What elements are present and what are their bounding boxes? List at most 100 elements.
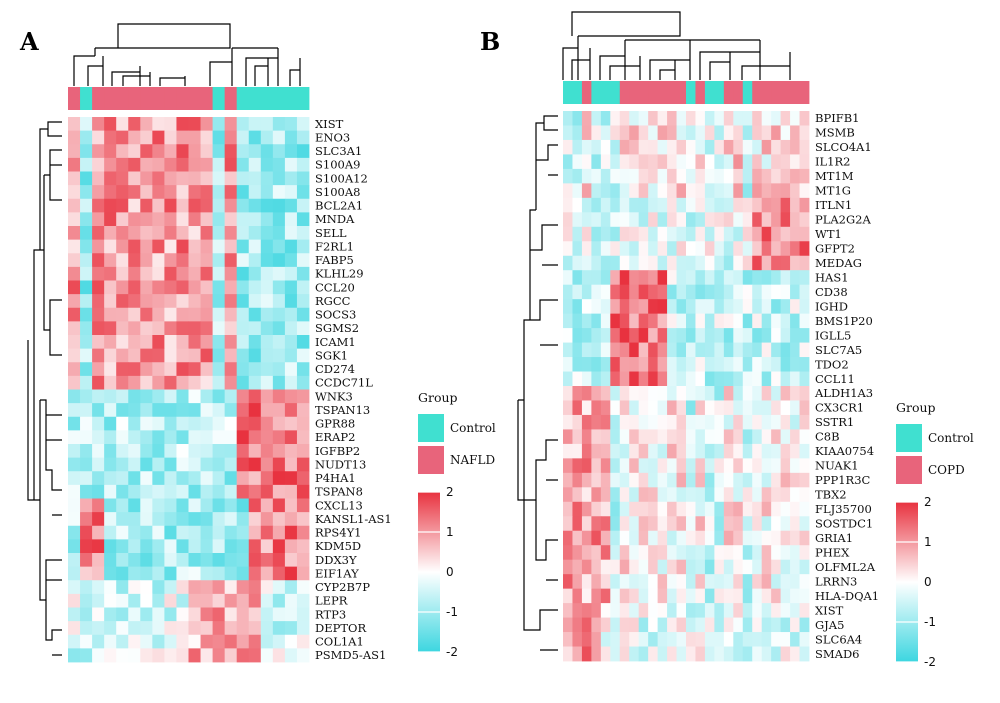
heatmap-cell — [591, 212, 602, 228]
heatmap-cell — [686, 241, 696, 257]
heatmap-cell — [648, 226, 659, 242]
heatmap-cell — [188, 294, 201, 309]
heatmap-cell — [284, 416, 298, 431]
heatmap-cell — [92, 198, 105, 213]
row-label: ICAM1 — [315, 335, 356, 349]
row-label: KDM5D — [315, 539, 361, 553]
heatmap-cell — [610, 313, 621, 329]
heatmap-cell — [581, 168, 592, 184]
heatmap-cell — [761, 154, 772, 170]
heatmap-cell — [742, 241, 753, 257]
heatmap-cell — [733, 574, 744, 590]
heatmap-cell — [236, 348, 250, 363]
heatmap-cell — [284, 444, 298, 459]
heatmap-cell — [80, 403, 93, 418]
heatmap-cell — [140, 553, 153, 568]
heatmap-cell — [176, 130, 189, 145]
heatmap-cell — [761, 458, 772, 474]
heatmap-cell — [224, 212, 238, 227]
heatmap-cell — [676, 516, 687, 532]
heatmap-cell — [140, 335, 153, 350]
heatmap-cell — [212, 198, 226, 213]
heatmap-cell — [771, 443, 782, 459]
heatmap-cell — [695, 603, 706, 618]
heatmap-cell — [742, 284, 753, 300]
heatmap-cell — [284, 634, 298, 649]
heatmap-cell — [695, 111, 706, 126]
heatmap-cell — [629, 516, 640, 532]
heatmap-cell — [260, 621, 274, 636]
heatmap-cell — [771, 472, 782, 488]
heatmap-cell — [752, 139, 763, 155]
heatmap-cell — [572, 414, 583, 430]
heatmap-cell — [164, 484, 177, 499]
heatmap-cell — [128, 130, 141, 145]
heatmap-cell — [284, 171, 298, 186]
heatmap-cell — [176, 498, 189, 513]
legend-label: COPD — [928, 463, 965, 477]
heatmap-cell — [752, 313, 763, 329]
heatmap-cell — [761, 400, 772, 416]
heatmap-cell — [188, 553, 201, 568]
heatmap-cell — [742, 299, 753, 315]
heatmap-cell — [80, 416, 93, 431]
heatmap-cell — [761, 299, 772, 315]
heatmap-cell — [648, 125, 659, 141]
row-label: DDX3Y — [315, 553, 357, 567]
heatmap-cell — [563, 501, 573, 517]
row-label: SLCO4A1 — [815, 140, 872, 154]
heatmap-cell — [799, 414, 810, 430]
heatmap-cell — [686, 574, 696, 590]
heatmap-cell — [619, 197, 630, 213]
heatmap-cell — [704, 400, 715, 416]
color-scale-tick-label: -2 — [446, 645, 458, 659]
heatmap-cell — [771, 342, 782, 358]
heatmap-cell — [296, 348, 310, 363]
heatmap-cell — [771, 646, 782, 662]
heatmap-cell — [164, 566, 177, 581]
heatmap-cell — [68, 484, 81, 499]
heatmap-cell — [140, 157, 153, 172]
heatmap-cell — [780, 458, 791, 474]
heatmap-cell — [104, 457, 117, 472]
heatmap-cell — [200, 593, 213, 608]
heatmap-cell — [260, 212, 274, 227]
heatmap-cell — [771, 386, 782, 401]
heatmap-cell — [563, 154, 573, 170]
heatmap-cell — [686, 458, 696, 474]
heatmap-cell — [610, 530, 621, 546]
heatmap-cell — [212, 280, 226, 295]
heatmap-cell — [224, 471, 238, 486]
heatmap-cell — [236, 621, 250, 636]
group-annotation-cell — [704, 81, 715, 104]
heatmap-cell — [104, 335, 117, 350]
heatmap-cell — [790, 458, 800, 474]
heatmap-cell — [591, 111, 602, 126]
heatmap-cell — [742, 443, 753, 459]
heatmap-cell — [742, 545, 753, 561]
heatmap-cell — [648, 400, 659, 416]
heatmap-cell — [657, 574, 668, 590]
heatmap-cell — [723, 270, 734, 286]
heatmap-cell — [272, 416, 286, 431]
heatmap-cell — [260, 294, 274, 309]
heatmap-cell — [790, 197, 800, 213]
row-label: MNDA — [315, 212, 355, 226]
heatmap-cell — [676, 183, 687, 199]
heatmap-cell — [790, 487, 800, 503]
heatmap-cell — [733, 516, 744, 532]
heatmap-cell — [224, 553, 238, 568]
heatmap-cell — [742, 212, 753, 228]
heatmap-cell — [164, 498, 177, 513]
heatmap-cell — [714, 414, 725, 430]
row-label: P4HA1 — [315, 471, 356, 485]
heatmap-cell — [116, 375, 129, 390]
heatmap-cell — [619, 588, 630, 604]
heatmap-cell — [790, 574, 800, 590]
heatmap-cell — [742, 386, 753, 401]
heatmap-cell — [272, 593, 286, 608]
heatmap-cell — [563, 371, 573, 387]
heatmap-cell — [116, 280, 129, 295]
heatmap-cell — [591, 501, 602, 517]
heatmap-cell — [610, 255, 621, 271]
